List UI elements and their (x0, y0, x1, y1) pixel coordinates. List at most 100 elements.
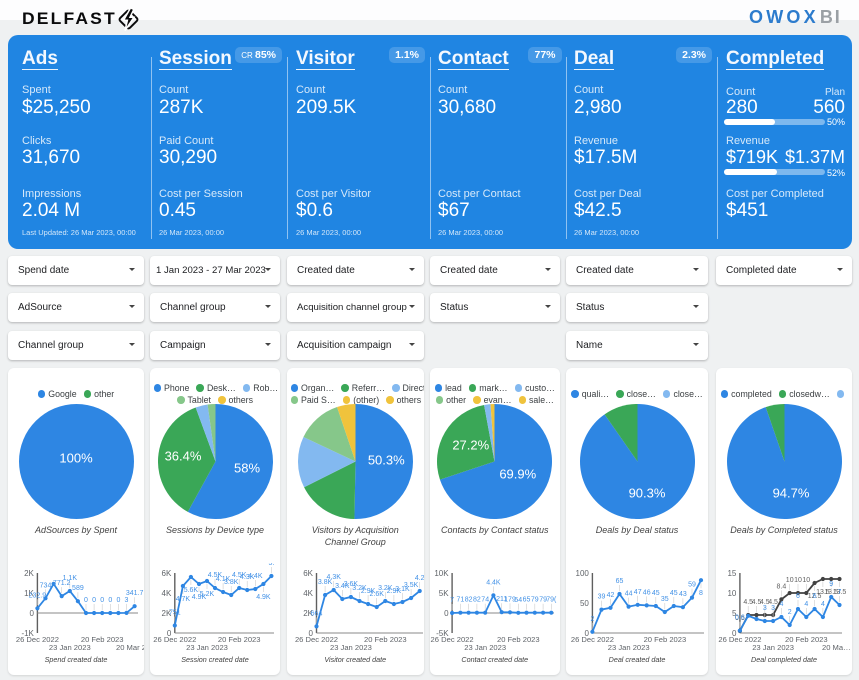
svg-text:10: 10 (802, 577, 810, 584)
svg-text:65: 65 (523, 597, 531, 604)
svg-text:211: 211 (496, 596, 507, 603)
svg-text:46: 46 (643, 589, 651, 596)
svg-text:7: 7 (838, 589, 842, 596)
svg-text:74: 74 (481, 597, 489, 604)
svg-text:2: 2 (590, 616, 594, 623)
svg-text:82: 82 (473, 597, 481, 604)
svg-text:0.6: 0.6 (735, 615, 745, 622)
svg-text:0: 0 (29, 609, 34, 618)
svg-text:2K: 2K (162, 609, 172, 618)
svg-text:54: 54 (514, 597, 522, 604)
svg-text:4.5: 4.5 (768, 599, 778, 606)
svg-text:4.5: 4.5 (752, 599, 762, 606)
svg-text:2: 2 (788, 609, 792, 616)
svg-text:3.4K: 3.4K (335, 583, 350, 590)
svg-text:10K: 10K (434, 569, 449, 578)
svg-text:4.1K: 4.1K (216, 576, 231, 583)
svg-text:0: 0 (732, 629, 737, 638)
svg-text:2.6K: 2.6K (369, 591, 384, 598)
svg-text:5.6K: 5.6K (184, 587, 199, 594)
svg-text:0: 0 (84, 597, 88, 604)
svg-text:5: 5 (732, 609, 737, 618)
svg-text:-1K: -1K (21, 629, 34, 638)
svg-text:6: 6 (813, 593, 817, 600)
svg-text:79(: 79( (546, 597, 557, 604)
svg-text:79: 79 (531, 597, 539, 604)
svg-text:1.1K: 1.1K (63, 575, 78, 582)
svg-text:4.5: 4.5 (743, 599, 753, 606)
svg-text:44: 44 (625, 591, 633, 598)
svg-text:82: 82 (465, 597, 473, 604)
svg-text:71: 71 (457, 597, 465, 604)
svg-text:47: 47 (634, 589, 642, 596)
svg-text:4K: 4K (162, 589, 172, 598)
svg-text:13.5: 13.5 (816, 589, 830, 596)
svg-text:0: 0 (167, 629, 172, 638)
svg-text:0: 0 (584, 629, 589, 638)
svg-text:43: 43 (679, 591, 687, 598)
svg-text:232.9: 232.9 (29, 592, 47, 599)
svg-text:664: 664 (311, 610, 323, 617)
svg-text:179: 179 (504, 596, 516, 603)
svg-text:3.1K: 3.1K (395, 586, 410, 593)
svg-text:13.5: 13.5 (833, 589, 847, 596)
svg-text:4.5K: 4.5K (208, 572, 223, 579)
svg-text:6: 6 (796, 593, 800, 600)
svg-text:4: 4 (821, 601, 825, 608)
svg-text:39: 39 (598, 594, 606, 601)
svg-text:2.9K: 2.9K (387, 588, 402, 595)
svg-text:8: 8 (699, 590, 703, 597)
svg-text:734: 734 (40, 582, 52, 589)
svg-text:100: 100 (576, 569, 590, 578)
svg-text:3.2K: 3.2K (378, 585, 393, 592)
svg-text:6K: 6K (162, 569, 172, 578)
svg-text:0: 0 (116, 597, 120, 604)
svg-text:0: 0 (309, 629, 314, 638)
svg-text:0: 0 (100, 597, 104, 604)
svg-text:4.5K: 4.5K (232, 572, 247, 579)
svg-text:0: 0 (92, 597, 96, 604)
svg-text:4.9K: 4.9K (256, 594, 271, 601)
svg-text:4.3K: 4.3K (240, 574, 255, 581)
svg-text:0.5: 0.5 (735, 615, 745, 622)
svg-text:59: 59 (688, 582, 696, 589)
svg-text:4.7K: 4.7K (176, 596, 191, 603)
svg-text:65: 65 (616, 578, 624, 585)
svg-text:35: 35 (661, 596, 669, 603)
svg-text:79: 79 (539, 597, 547, 604)
svg-text:3: 3 (125, 597, 129, 604)
svg-text:10: 10 (786, 577, 794, 584)
svg-text:4.4K: 4.4K (248, 573, 263, 580)
svg-text:4.2: 4.2 (415, 575, 424, 582)
svg-text:2K: 2K (303, 609, 313, 618)
svg-text:3: 3 (763, 605, 767, 612)
svg-text:2.9K: 2.9K (361, 588, 376, 595)
svg-text:42: 42 (607, 592, 615, 599)
svg-text:4.5: 4.5 (760, 599, 770, 606)
svg-text:4.3K: 4.3K (326, 574, 341, 581)
svg-text:4.4K: 4.4K (486, 579, 501, 586)
svg-text:6K: 6K (303, 569, 313, 578)
svg-text:341.7: 341.7 (126, 590, 144, 597)
svg-text:3.6K: 3.6K (344, 581, 359, 588)
svg-text:45: 45 (652, 590, 660, 597)
svg-text:45: 45 (670, 590, 678, 597)
svg-text:12.5: 12.5 (808, 593, 822, 600)
svg-text:7: 7 (450, 597, 454, 604)
svg-text:50: 50 (580, 599, 589, 608)
svg-text:771.2: 771.2 (53, 580, 71, 587)
svg-text:3.2K: 3.2K (352, 585, 367, 592)
svg-text:1K: 1K (24, 589, 34, 598)
svg-text:10: 10 (727, 589, 736, 598)
svg-text:4: 4 (804, 601, 808, 608)
svg-text:4.9K: 4.9K (192, 594, 207, 601)
svg-text:15: 15 (727, 569, 736, 578)
svg-text:3: 3 (771, 605, 775, 612)
svg-text:0: 0 (108, 597, 112, 604)
svg-text:5.2K: 5.2K (200, 591, 215, 598)
svg-text:8.4: 8.4 (777, 583, 787, 590)
svg-text:0: 0 (444, 609, 449, 618)
svg-text:4K: 4K (303, 589, 313, 598)
svg-text:-5K: -5K (436, 629, 449, 638)
svg-text:751: 751 (169, 610, 181, 617)
